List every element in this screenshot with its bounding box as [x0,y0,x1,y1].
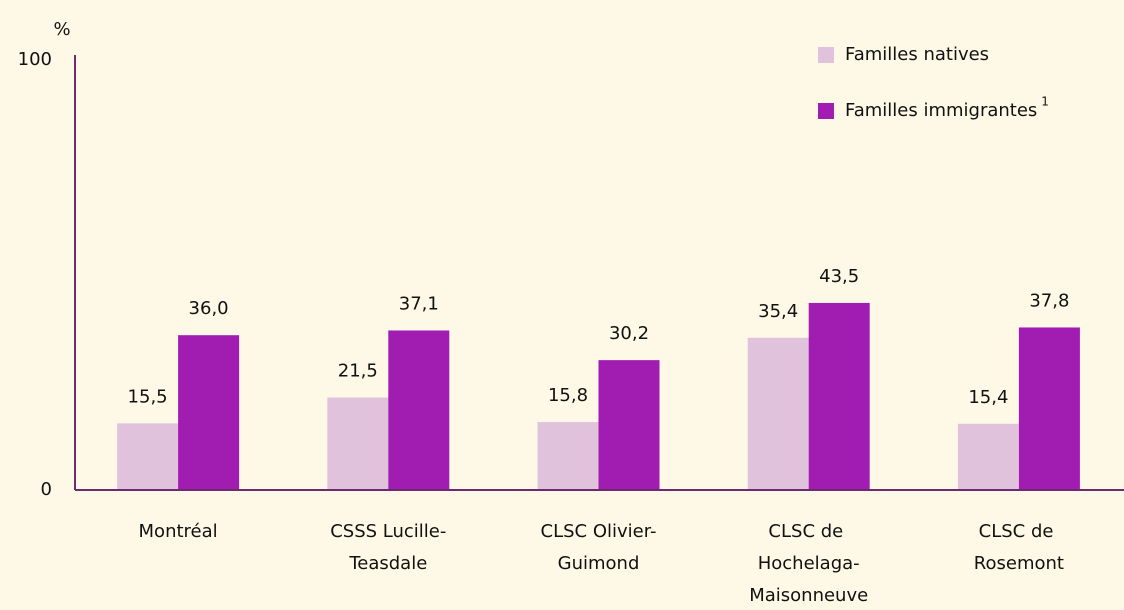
legend-label: Familles immigrantes [845,100,1037,121]
x-tick-label: CSSS Lucille-Teasdale [330,521,446,574]
bar [1018,327,1080,490]
bar [537,422,599,490]
bar [117,423,179,490]
bar [957,423,1019,490]
x-tick-label: CLSC de Hochelaga-Maisonneuve [749,521,868,606]
legend-superscript: 1 [1041,95,1049,109]
bar [388,330,450,490]
value-label: 15,4 [968,387,1008,408]
value-label: 36,0 [189,298,229,319]
bar [327,397,389,490]
value-label: 21,5 [338,361,378,382]
bar [808,302,870,490]
value-label: 43,5 [819,266,859,287]
bar [747,337,809,490]
value-label: 37,8 [1029,290,1069,311]
value-label: 15,8 [548,385,588,406]
x-tick-label: CLSC Olivier-Guimond [541,521,657,574]
bar [598,360,660,490]
legend-swatch [818,47,834,63]
legend-label: Familles natives [845,44,989,65]
bar [178,335,240,490]
value-label: 35,4 [758,301,798,322]
x-tick-label: Montréal [139,521,218,542]
y-axis-label: % [53,19,70,40]
x-tick-label: CLSC de Rosemont [974,521,1064,574]
y-tick-label: 0 [41,479,52,500]
value-label: 37,1 [399,293,439,314]
y-tick-label: 100 [18,49,52,70]
value-label: 30,2 [609,323,649,344]
legend-swatch [818,103,834,119]
value-label: 15,5 [128,386,168,407]
